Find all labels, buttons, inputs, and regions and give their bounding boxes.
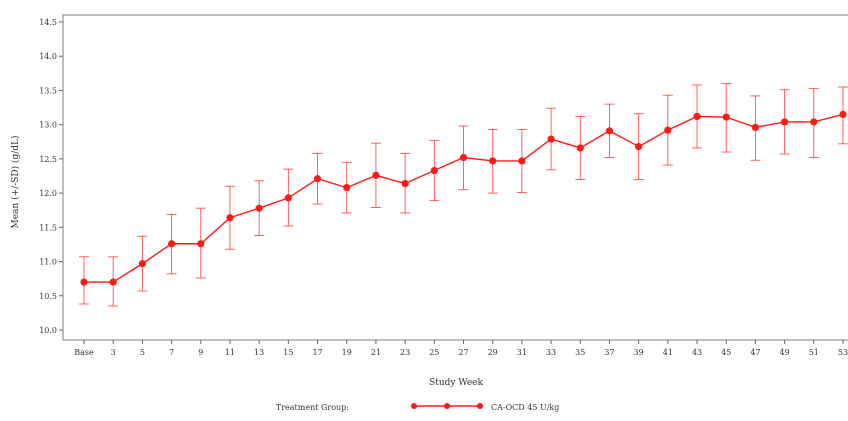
x-tick-label: 23 bbox=[400, 348, 410, 357]
x-tick-label: 37 bbox=[604, 348, 614, 357]
x-tick-label: 25 bbox=[429, 348, 439, 357]
data-point bbox=[197, 240, 205, 248]
x-tick-label: 15 bbox=[283, 348, 293, 357]
x-tick-label: 35 bbox=[575, 348, 585, 357]
data-point bbox=[839, 110, 847, 118]
data-point bbox=[722, 113, 730, 121]
series-layer bbox=[80, 110, 847, 286]
data-point bbox=[693, 112, 701, 121]
data-point bbox=[343, 184, 351, 192]
data-point bbox=[372, 171, 380, 179]
data-point bbox=[810, 118, 818, 126]
data-point bbox=[167, 240, 176, 248]
x-tick-label: 43 bbox=[692, 348, 702, 357]
x-tick-label: 5 bbox=[140, 348, 145, 357]
x-tick-label: 31 bbox=[517, 348, 527, 357]
error-bars bbox=[79, 83, 848, 307]
data-point bbox=[635, 142, 643, 151]
y-tick-label: 10.5 bbox=[39, 292, 57, 301]
x-tick-label: 49 bbox=[780, 348, 790, 357]
data-point bbox=[401, 179, 409, 188]
x-tick-label: 45 bbox=[721, 348, 731, 357]
x-tick-label: 53 bbox=[838, 348, 848, 357]
x-tick-label: 39 bbox=[634, 348, 644, 357]
legend-title: Treatment Group: bbox=[276, 403, 349, 412]
plot-frame bbox=[62, 14, 848, 341]
data-point bbox=[547, 135, 555, 143]
y-tick-label: 14.0 bbox=[39, 52, 57, 61]
x-tick-label: 51 bbox=[809, 348, 819, 357]
y-tick-label: 11.0 bbox=[39, 258, 57, 267]
data-point bbox=[576, 144, 584, 152]
y-axis: 10.0 10.5 11.0 11.5 12.0 12.5 13.0 13.5 14.0 14.5 bbox=[39, 18, 63, 335]
x-tick-label: 27 bbox=[458, 348, 468, 357]
data-point bbox=[255, 204, 263, 212]
y-tick-label: 12.0 bbox=[39, 189, 57, 198]
y-tick-label: 10.0 bbox=[39, 326, 57, 335]
x-tick-label: 47 bbox=[750, 348, 760, 357]
x-tick-label: 33 bbox=[546, 348, 556, 357]
x-axis: Base 3 5 7 9 11 13 15 17 19 21 23 25 27 29 31 33 35 37 39 41… bbox=[74, 340, 848, 357]
data-point bbox=[781, 118, 789, 126]
data-point bbox=[605, 127, 614, 135]
data-point bbox=[430, 166, 438, 175]
data-point bbox=[226, 214, 234, 222]
legend-label: CA-OCD 45 U/kg bbox=[491, 403, 559, 412]
x-tick-label: 19 bbox=[342, 348, 352, 357]
x-tick-label: 7 bbox=[169, 348, 174, 357]
y-tick-label: 13.5 bbox=[39, 86, 57, 95]
y-tick-label: 14.5 bbox=[39, 18, 57, 27]
legend-dot bbox=[411, 403, 417, 409]
data-point bbox=[138, 260, 146, 268]
data-point bbox=[518, 157, 526, 165]
y-tick-label: 13.0 bbox=[39, 121, 57, 130]
data-point bbox=[313, 175, 322, 183]
y-tick-label: 12.5 bbox=[39, 155, 57, 164]
data-point bbox=[80, 278, 88, 286]
x-tick-label: 11 bbox=[225, 348, 235, 357]
x-tick-label: 9 bbox=[198, 348, 203, 357]
legend-dot bbox=[477, 403, 483, 409]
data-point bbox=[284, 194, 292, 202]
data-point bbox=[459, 153, 468, 162]
x-tick-label: 41 bbox=[663, 348, 673, 357]
data-point bbox=[489, 157, 497, 165]
y-tick-label: 11.5 bbox=[39, 223, 57, 232]
data-point bbox=[109, 278, 117, 286]
x-tick-label: 17 bbox=[312, 348, 322, 357]
x-tick-label: Base bbox=[74, 348, 94, 357]
x-tick-label: 21 bbox=[371, 348, 381, 357]
legend-dot bbox=[444, 403, 450, 409]
legend: Treatment Group: CA-OCD 45 U/kg bbox=[276, 403, 559, 412]
x-axis-title: Study Week bbox=[429, 378, 483, 388]
x-tick-label: 13 bbox=[254, 348, 264, 357]
x-tick-label: 29 bbox=[488, 348, 498, 357]
x-tick-label: 3 bbox=[111, 348, 116, 357]
data-point bbox=[664, 126, 672, 134]
y-axis-title: Mean (+/-SD) (g/dL) bbox=[10, 136, 21, 229]
legend-marker bbox=[411, 403, 483, 409]
data-point bbox=[751, 123, 760, 132]
